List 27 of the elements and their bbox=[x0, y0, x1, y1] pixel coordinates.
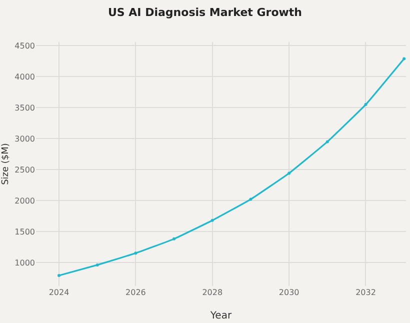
point bbox=[288, 172, 291, 175]
y-tick-label: 2500 bbox=[14, 165, 35, 174]
point bbox=[58, 274, 61, 277]
point bbox=[96, 263, 99, 266]
point bbox=[402, 57, 406, 60]
point bbox=[134, 252, 138, 255]
x-tick-label: 2024 bbox=[48, 288, 70, 297]
chart-title: US AI Diagnosis Market Growth bbox=[108, 6, 302, 19]
point bbox=[249, 198, 252, 201]
y-tick-label: 1500 bbox=[14, 227, 35, 236]
x-tick-label: 2026 bbox=[126, 288, 146, 297]
y-axis-title: Size ($M) bbox=[0, 143, 11, 185]
y-tick-label: 1000 bbox=[14, 258, 35, 268]
y-tick-label: 2000 bbox=[14, 196, 35, 206]
y-tick-label: 3500 bbox=[14, 103, 35, 112]
y-tick-label: 3000 bbox=[14, 134, 35, 144]
x-tick-label: 2028 bbox=[202, 288, 223, 297]
point bbox=[364, 103, 368, 106]
point bbox=[172, 237, 176, 240]
x-tick-label: 2030 bbox=[278, 288, 300, 297]
y-tick-label: 4000 bbox=[14, 72, 35, 82]
y-tick-label: 4500 bbox=[14, 42, 35, 51]
x-tick-label: 2032 bbox=[356, 288, 376, 297]
point bbox=[326, 140, 329, 144]
line-series bbox=[58, 57, 406, 277]
x-axis-title: Year bbox=[209, 310, 232, 322]
point bbox=[210, 218, 214, 222]
